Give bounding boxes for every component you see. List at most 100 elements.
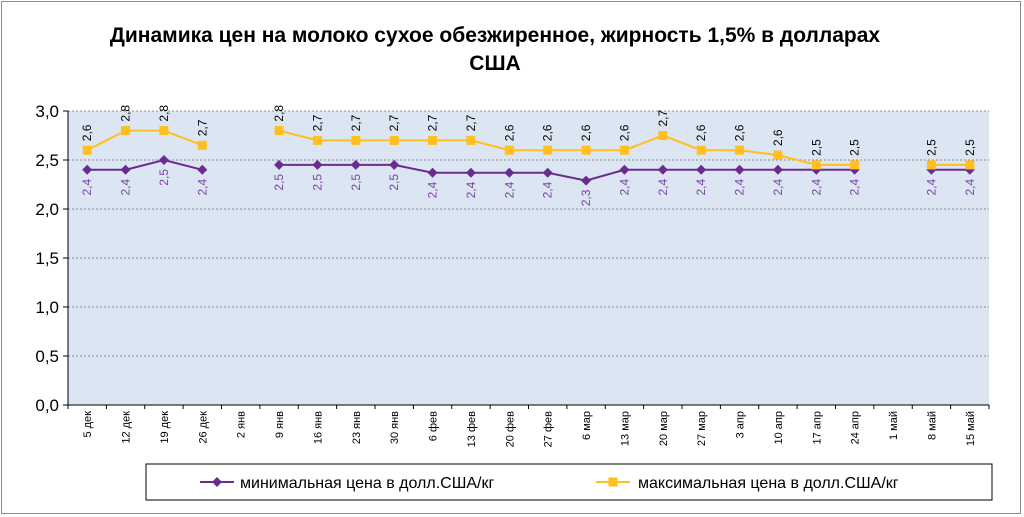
data-point-min [504, 167, 515, 178]
x-tick-label: 6 мар [581, 411, 593, 440]
data-point-max [965, 160, 975, 170]
data-label-min: 2,4 [656, 178, 670, 195]
data-label-min: 2,4 [80, 178, 94, 195]
data-point-min [312, 159, 323, 170]
y-tick-label: 1,5 [35, 249, 59, 268]
data-point-min [120, 164, 131, 175]
data-point-max [735, 145, 745, 155]
data-label-min: 2,4 [924, 178, 938, 195]
data-label-min: 2,4 [426, 181, 440, 198]
data-point-min [427, 167, 438, 178]
data-point-min [82, 164, 93, 175]
data-label-max: 2,8 [119, 105, 133, 122]
data-point-max [504, 145, 514, 155]
x-tick-label: 2 янв [236, 411, 248, 438]
data-label-min: 2,4 [195, 178, 209, 195]
data-label-max: 2,6 [771, 129, 785, 146]
data-point-max [773, 150, 783, 160]
data-label-min: 2,4 [694, 178, 708, 195]
y-tick-label: 2,0 [35, 200, 59, 219]
data-point-min [350, 159, 361, 170]
data-point-max [82, 145, 92, 155]
x-tick-label: 13 мар [619, 411, 631, 446]
chart-title: Динамика цен на молоко сухое обезжиренно… [109, 24, 881, 75]
x-tick-label: 23 янв [351, 411, 363, 444]
data-point-min [274, 159, 285, 170]
series-line-min [87, 158, 203, 171]
data-point-min [197, 164, 208, 175]
y-tick-label: 3,0 [35, 102, 59, 121]
data-label-max: 2,6 [617, 124, 631, 141]
data-label-min: 2,4 [541, 181, 555, 198]
legend-label-min: минимальная цена в долл.США/кг [240, 475, 494, 492]
legend-marker-max [608, 477, 618, 487]
data-point-min [696, 164, 707, 175]
x-tick-label: 24 апр [850, 411, 862, 444]
data-label-min: 2,4 [771, 178, 785, 195]
data-label-min: 2,5 [310, 174, 324, 191]
data-label-min: 2,4 [119, 178, 133, 195]
x-tick-label: 13 фев [466, 411, 478, 447]
x-tick-label: 6 фев [428, 411, 440, 441]
data-point-max [619, 145, 629, 155]
series-line-max [278, 129, 855, 166]
data-label-max: 2,6 [80, 124, 94, 141]
data-point-max [696, 145, 706, 155]
legend-marker-min [212, 477, 222, 487]
data-label-max: 2,6 [733, 124, 747, 141]
data-label-max: 2,7 [387, 114, 401, 131]
x-tick-label: 26 дек [197, 411, 209, 444]
series-line-max [86, 129, 203, 152]
x-tick-label: 10 апр [773, 411, 785, 444]
data-label-max: 2,6 [579, 124, 593, 141]
data-label-max: 2,5 [963, 139, 977, 156]
y-tick-label: 2,5 [35, 151, 59, 170]
data-label-max: 2,7 [656, 109, 670, 126]
data-label-max: 2,8 [157, 105, 171, 122]
data-point-max [121, 126, 131, 136]
x-tick-label: 5 дек [82, 411, 94, 438]
data-label-max: 2,7 [426, 114, 440, 131]
y-tick-label: 0,0 [35, 396, 59, 415]
data-label-max: 2,7 [464, 114, 478, 131]
series-line-min [279, 163, 855, 182]
data-point-max [389, 135, 399, 145]
legend-label-max: максимальная цена в долл.США/кг [638, 475, 899, 492]
data-label-max: 2,7 [195, 119, 209, 136]
data-label-max: 2,5 [924, 139, 938, 156]
data-point-max [581, 145, 591, 155]
data-point-max [159, 126, 169, 136]
data-label-min: 2,4 [848, 178, 862, 195]
data-point-max [926, 160, 936, 170]
x-tick-label: 20 фев [504, 411, 516, 447]
x-tick-label: 15 май [965, 411, 977, 446]
data-point-max [658, 131, 668, 140]
data-point-max [850, 160, 860, 170]
data-point-min [734, 164, 745, 175]
data-point-max [274, 126, 284, 136]
x-tick-label: 12 дек [121, 411, 133, 444]
x-tick-label: 9 янв [274, 411, 286, 438]
x-tick-label: 3 апр [735, 411, 747, 438]
data-label-min: 2,4 [464, 181, 478, 198]
data-label-max: 2,6 [502, 124, 516, 141]
data-point-min [158, 155, 169, 165]
data-point-min [772, 164, 783, 175]
data-label-min: 2,4 [809, 178, 823, 195]
x-tick-label: 8 май [926, 411, 938, 440]
data-label-min: 2,5 [272, 174, 286, 191]
data-point-max [197, 140, 207, 150]
data-label-max: 2,7 [310, 114, 324, 131]
data-label-min: 2,3 [579, 189, 593, 206]
data-label-max: 2,5 [848, 139, 862, 156]
x-tick-label: 27 мар [696, 411, 708, 446]
data-point-max [543, 145, 553, 155]
x-tick-label: 19 дек [159, 411, 171, 444]
data-label-min: 2,5 [387, 174, 401, 191]
x-tick-label: 30 янв [389, 411, 401, 444]
data-point-max [351, 135, 361, 145]
data-point-max [428, 135, 438, 145]
data-label-max: 2,6 [694, 124, 708, 141]
data-label-max: 2,6 [541, 124, 555, 141]
x-tick-label: 27 фев [543, 411, 555, 447]
